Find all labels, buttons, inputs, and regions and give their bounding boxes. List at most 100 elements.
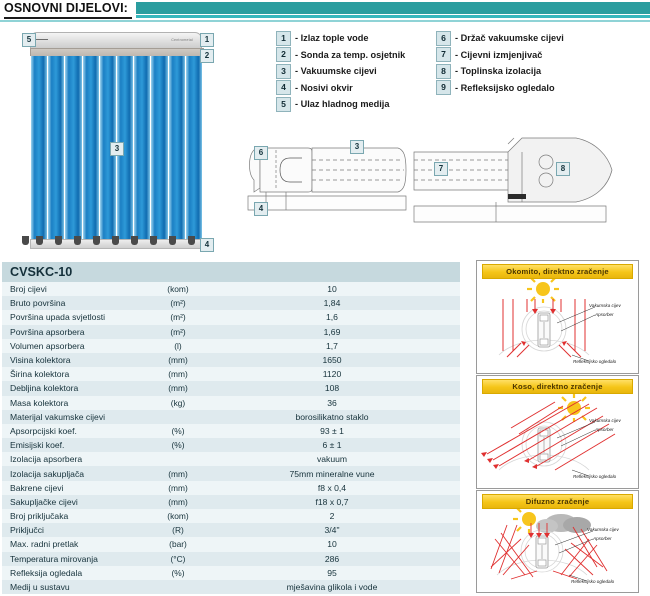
row-unit: (kom): [167, 511, 189, 522]
legend-item: 9 - Refleksijsko ogledalo: [436, 80, 564, 97]
table-row: Bruto površina (m²) 1,84: [2, 296, 460, 311]
table-row: Visina kolektora (mm) 1650: [2, 352, 460, 368]
row-label: Širina kolektora: [10, 369, 70, 380]
legend-label: - Ulaz hladnog medija: [295, 99, 390, 110]
row-value: 93 ± 1: [320, 425, 344, 436]
vertical-radiation-svg: [498, 276, 596, 362]
callout-3: 3: [350, 140, 364, 154]
row-label: Broj priključaka: [10, 511, 69, 522]
row-label: Izolacija apsorbera: [10, 454, 83, 465]
label-leaders: [556, 421, 596, 477]
vacuum-tube: [64, 56, 82, 243]
row-unit: (%): [171, 425, 185, 436]
table-row: Broj priključaka (kom) 2: [2, 509, 460, 524]
row-value: 1650: [322, 355, 342, 366]
row-unit: (mm): [168, 369, 188, 380]
label-absorber: Apsorber: [593, 536, 612, 541]
table-row: Debljina kolektora (mm) 108: [2, 381, 460, 396]
row-label: Površina apsorbera: [10, 326, 85, 337]
panel-diagram: Vakumska cijev Apsorber Refleksijsko ogl…: [477, 394, 638, 489]
row-label: Sakupljačke cijevi: [10, 496, 78, 507]
row-label: Max. radni pretlak: [10, 539, 79, 550]
row-unit: (m²): [170, 298, 186, 309]
legend-number: 1: [276, 30, 291, 46]
page-header: OSNOVNI DIJELOVI:: [0, 0, 650, 24]
row-value: 2: [329, 511, 335, 522]
row-unit: (mm): [168, 468, 188, 479]
legend-number: 4: [276, 80, 291, 96]
row-unit: (°C): [170, 553, 186, 564]
row-label: Debljina kolektora: [10, 383, 79, 394]
table-row: Bakrene cijevi (mm) f8 x 0,4: [2, 480, 460, 495]
callout-6: 6: [254, 146, 268, 160]
row-value: 1,84: [323, 298, 341, 309]
row-value: borosilikatno staklo: [295, 411, 369, 422]
legend-number: 6: [436, 30, 451, 46]
legend-item: 7 - Cijevni izmjenjivač: [436, 47, 564, 64]
row-value: 1,7: [326, 340, 338, 351]
legend-number: 7: [436, 47, 451, 63]
row-unit: (mm): [168, 355, 188, 366]
legend-number: 9: [436, 80, 451, 96]
row-label: Temperatura mirovanja: [10, 553, 98, 564]
tube-clip: [188, 236, 195, 245]
row-value: f18 x 0,7: [315, 496, 349, 507]
sun-icon: [558, 394, 590, 422]
sun-icon: [513, 506, 536, 533]
label-leaders: [554, 530, 594, 582]
row-label: Volumen apsorbera: [10, 340, 85, 351]
ray-arrowheads: [528, 533, 550, 538]
collector-brand-mark: Centrometal: [171, 38, 193, 42]
row-value: f8 x 0,4: [317, 482, 347, 493]
row-value: 10: [327, 284, 337, 295]
row-label: Emisijski koef.: [10, 440, 65, 451]
sun-icon: [527, 276, 559, 303]
row-label: Izolacija sakupljača: [10, 468, 85, 479]
row-label: Refleksija ogledala: [10, 567, 83, 578]
row-label: Bruto površina: [10, 298, 66, 309]
legend-item: 1 - Izlaz tople vode: [276, 30, 405, 47]
cross-section-drawings: 6 3 4 7 8: [246, 130, 646, 238]
table-row: Masa kolektora (kg) 36: [2, 395, 460, 410]
tube-clip: [131, 236, 138, 245]
tube-clip: [74, 236, 81, 245]
row-label: Masa kolektora: [10, 397, 69, 408]
table-row: Priključci (R) 3/4": [2, 523, 460, 538]
table-row: Širina kolektora (mm) 1120: [2, 367, 460, 382]
table-row: Volumen apsorbera (l) 1,7: [2, 338, 460, 353]
label-leaders: [556, 306, 596, 362]
label-vacuum-tube: Vakumska cijev: [589, 303, 621, 308]
tube-clip: [112, 236, 119, 245]
row-unit: (bar): [169, 539, 187, 550]
table-row: Broj cijevi (kom) 10: [2, 282, 460, 297]
row-value: 36: [327, 397, 337, 408]
vacuum-tube: [184, 56, 203, 243]
vacuum-tube: [30, 56, 48, 243]
incident-rays: [502, 299, 586, 351]
table-row: Sakupljačke cijevi (mm) f18 x 0,7: [2, 494, 460, 509]
row-unit: (l): [174, 340, 182, 351]
table-row: Medij u sustavu mješavina glikola i vode: [2, 579, 460, 595]
vacuum-tube: [150, 56, 168, 243]
panel-title: Koso, direktno zračenje: [482, 379, 633, 394]
panel-diagram: Vakumska cijev Apsorber Refleksijsko ogl…: [477, 506, 638, 593]
row-value: vakuum: [316, 454, 348, 465]
vacuum-tube: [98, 56, 117, 243]
row-unit: (mm): [168, 496, 188, 507]
callout-4: 4: [254, 202, 268, 216]
table-row: Apsorpcijski koef. (%) 93 ± 1: [2, 423, 460, 439]
panel-title: Okomito, direktno zračenje: [482, 264, 633, 279]
row-value: mješavina glikola i vode: [286, 582, 378, 593]
table-row: Emisijski koef. (%) 6 ± 1: [2, 438, 460, 453]
legend-label: - Nosivi okvir: [295, 82, 353, 93]
callout-5: 5: [22, 33, 36, 47]
tube-clip: [169, 236, 176, 245]
legend-number: 5: [276, 96, 291, 112]
radiation-panel-oblique: Koso, direktno zračenje: [476, 375, 639, 489]
legend-item: 4 - Nosivi okvir: [276, 80, 405, 97]
header-accent-bar-secondary: [136, 15, 650, 18]
row-value: 6 ± 1: [322, 440, 342, 451]
table-row: Izolacija apsorbera vakuum: [2, 452, 460, 467]
row-unit: (R): [172, 525, 184, 536]
row-unit: (mm): [168, 482, 188, 493]
